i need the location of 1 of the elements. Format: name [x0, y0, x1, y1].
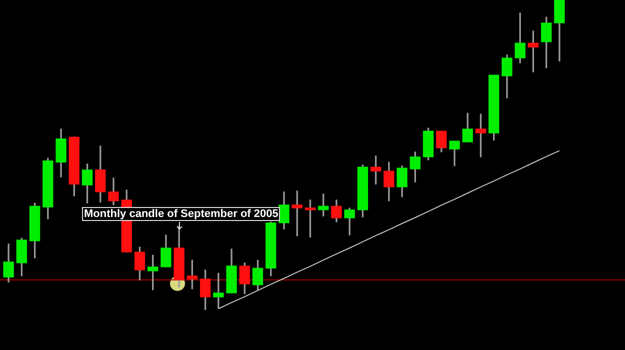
annotation: Monthly candle of September of 2005	[82, 207, 280, 221]
